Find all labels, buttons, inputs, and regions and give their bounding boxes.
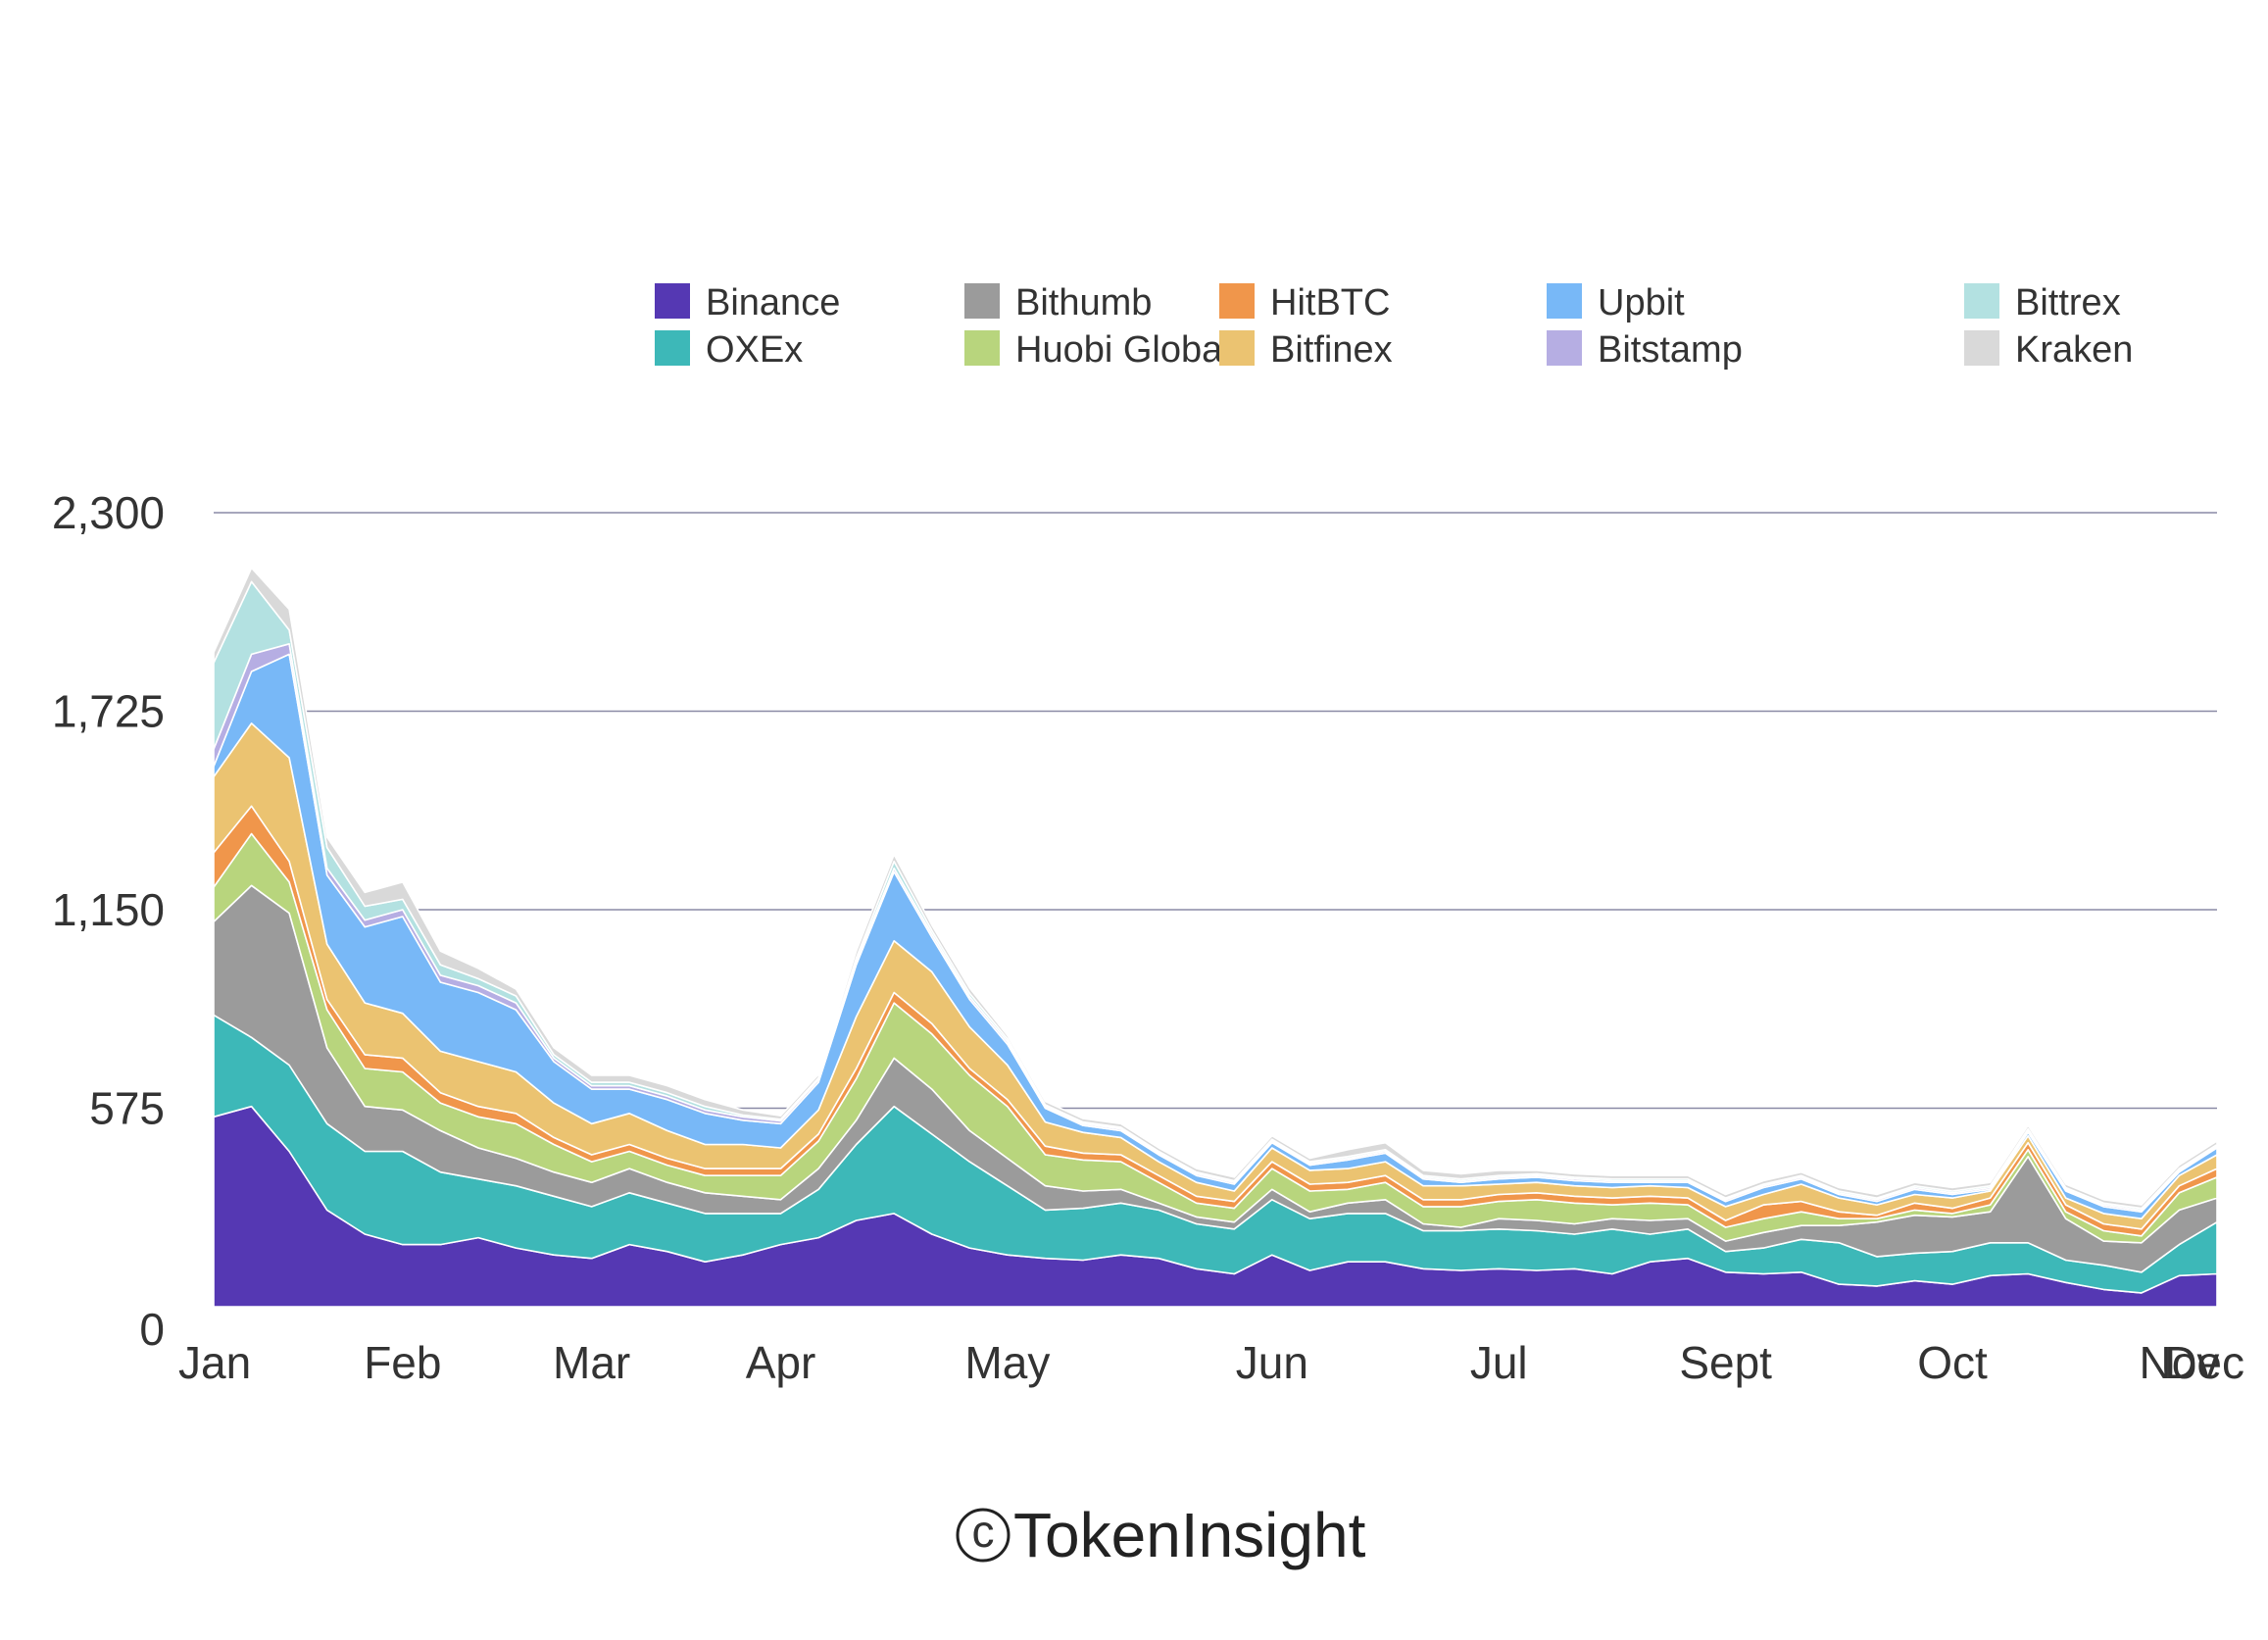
x-tick-label: May (964, 1337, 1050, 1388)
y-tick-label: 1,150 (52, 884, 165, 935)
y-tick-label: 575 (89, 1083, 165, 1134)
grid-lines (214, 512, 2217, 1110)
watermark: c TokenInsight (956, 1500, 1366, 1570)
legend-swatch-bitfinex (1219, 330, 1255, 366)
legend-swatch-oxex (655, 330, 690, 366)
y-tick-label: 0 (139, 1304, 165, 1355)
legend-label-bitfinex: Bitfinex (1270, 329, 1393, 371)
legend-label-upbit: Upbit (1598, 282, 1685, 323)
x-tick-label: Mar (553, 1337, 630, 1388)
y-tick-label: 2,300 (52, 487, 165, 538)
legend-label-oxex: OXEx (706, 329, 803, 371)
x-tick-label: Nov (2140, 1337, 2220, 1388)
x-tick-label: Jan (178, 1337, 251, 1388)
x-tick-label: Apr (746, 1337, 816, 1388)
y-axis: 0 575 1,150 1,725 2,300 (52, 487, 165, 1355)
x-tick-label: Oct (1917, 1337, 1988, 1388)
legend: Binance OXEx Bithumb Huobi Global HitBTC Bitf… (655, 282, 2133, 371)
legend-label-kraken: Kraken (2015, 329, 2133, 371)
legend-label-bitstamp: Bitstamp (1598, 329, 1743, 371)
legend-label-hitbtc: HitBTC (1270, 282, 1390, 323)
legend-label-binance: Binance (706, 282, 840, 323)
legend-label-huobi-global: Huobi Global (1015, 329, 1231, 371)
x-tick-label: Jun (1236, 1337, 1308, 1388)
copyright-circle-icon (956, 1508, 1011, 1563)
legend-swatch-bittrex (1964, 283, 1999, 319)
legend-swatch-upbit (1547, 283, 1582, 319)
area-kraken (213, 567, 2218, 1210)
y-tick-label: 1,725 (52, 686, 165, 737)
legend-label-bittrex: Bittrex (2015, 282, 2121, 323)
watermark-text: TokenInsight (1013, 1500, 1366, 1570)
x-tick-label: Sept (1679, 1337, 1772, 1388)
legend-swatch-hitbtc (1219, 283, 1255, 319)
legend-swatch-bithumb (964, 283, 1000, 319)
legend-swatch-bitstamp (1547, 330, 1582, 366)
legend-swatch-kraken (1964, 330, 1999, 366)
legend-swatch-huobi-global (964, 330, 1000, 366)
legend-swatch-binance (655, 283, 690, 319)
legend-label-bithumb: Bithumb (1015, 282, 1152, 323)
area-series (213, 567, 2218, 1308)
x-tick-label: Dec (2164, 1337, 2244, 1388)
x-tick-label: Feb (364, 1337, 441, 1388)
x-tick-label: Jul (1470, 1337, 1528, 1388)
copyright-symbol: c (972, 1506, 995, 1557)
